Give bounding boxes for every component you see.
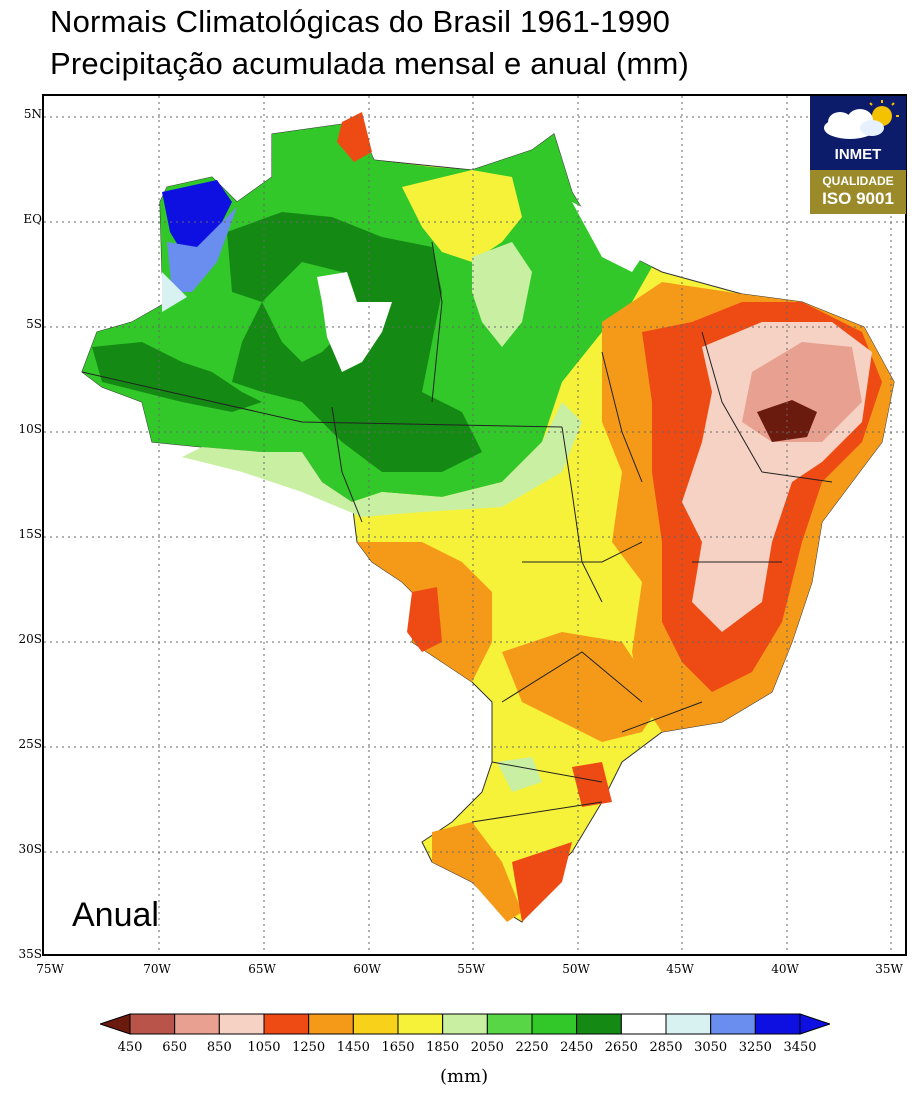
colorbar-swatch-below xyxy=(100,1013,131,1035)
colorbar-tick-label: 3050 xyxy=(694,1040,728,1055)
colorbar-swatch xyxy=(308,1013,354,1035)
lon-label-75w: 75W xyxy=(36,962,64,976)
northwest-lightblue xyxy=(167,207,237,292)
logo-qualidade: QUALIDADE xyxy=(822,174,894,188)
colorbar-tick-label: 1650 xyxy=(381,1040,415,1055)
northwest-pale xyxy=(162,272,187,312)
colorbar-swatch xyxy=(665,1013,712,1035)
colorbar-swatch xyxy=(397,1013,444,1035)
colorbar-tick-label: 2450 xyxy=(560,1040,594,1055)
colorbar-tick-label: 2850 xyxy=(649,1040,683,1055)
south-lightgreen xyxy=(497,757,542,792)
colorbar-swatch xyxy=(263,1013,310,1035)
colorbar-swatch xyxy=(620,1013,667,1035)
colorbar-swatch xyxy=(129,1013,176,1035)
light-green-band xyxy=(182,402,582,517)
colorbar-swatch xyxy=(754,1013,801,1035)
period-label: Anual xyxy=(72,896,159,934)
colorbar-tick-label: 1250 xyxy=(292,1040,326,1055)
colorbar-tick-label: 3250 xyxy=(738,1040,772,1055)
colorbar-tick-label: 2250 xyxy=(515,1040,549,1055)
lat-label-10s: 10S xyxy=(18,422,43,436)
lon-label-60w: 60W xyxy=(353,962,381,976)
logo-top-panel xyxy=(810,96,906,170)
precipitation-map xyxy=(44,96,905,954)
central-west-red xyxy=(407,587,442,652)
colorbar-tick-label: 1850 xyxy=(426,1040,460,1055)
lat-label-5n: 5N xyxy=(23,107,42,121)
colorbar-swatch-above xyxy=(799,1013,830,1035)
cloud-sun-icon xyxy=(824,100,899,139)
lon-label-70w: 70W xyxy=(143,962,171,976)
colorbar-tick-label: 450 xyxy=(117,1040,143,1055)
colorbar-swatch xyxy=(174,1013,220,1035)
map-title-line2: Precipitação acumulada mensal e anual (m… xyxy=(50,46,690,81)
colorbar: 450 650 850 1050 1250 1450 1650 1850 2050 2250 245… xyxy=(100,1010,830,1055)
colorbar-tick-label: 1050 xyxy=(247,1040,281,1055)
colorbar-swatch xyxy=(710,1013,756,1035)
white-high-core xyxy=(317,272,392,372)
lat-label-25s: 25S xyxy=(18,737,43,751)
north-yellow-zone xyxy=(402,170,522,262)
lat-label-5s: 5S xyxy=(26,317,42,331)
colorbar-unit: (mm) xyxy=(440,1066,489,1087)
colorbar-swatch xyxy=(442,1013,488,1035)
lon-label-50w: 50W xyxy=(562,962,590,976)
lat-label-20s: 20S xyxy=(18,632,43,646)
colorbar-swatch xyxy=(576,1013,622,1035)
lon-label-40w: 40W xyxy=(771,962,799,976)
lat-label-eq: EQ xyxy=(23,212,42,226)
lat-label-30s: 30S xyxy=(18,842,43,856)
lat-label-35s: 35S xyxy=(18,947,43,961)
logo-name: INMET xyxy=(834,146,882,163)
southeast-coast-orange xyxy=(512,842,572,922)
logo-iso: ISO 9001 xyxy=(822,189,894,208)
colorbar-tick-label: 650 xyxy=(162,1040,188,1055)
colorbar-tick-label: 850 xyxy=(206,1040,232,1055)
map-title-line1: Normais Climatológicas do Brasil 1961-19… xyxy=(50,4,671,39)
amapa-white xyxy=(572,202,652,272)
colorbar-swatch xyxy=(531,1013,578,1035)
state-borders xyxy=(81,241,833,823)
lon-label-55w: 55W xyxy=(457,962,485,976)
southeast-orange xyxy=(502,632,662,742)
colorbar-swatches xyxy=(100,1013,830,1035)
colorbar-tick-label: 2050 xyxy=(470,1040,504,1055)
north-lightgreen-zone xyxy=(472,242,532,347)
colorbar-tick-label: 3450 xyxy=(783,1040,817,1055)
logo-bottom-panel xyxy=(810,170,906,214)
lon-label-35w: 35W xyxy=(875,962,903,976)
south-orange xyxy=(432,822,522,922)
lon-label-45w: 45W xyxy=(666,962,694,976)
colorbar-swatch xyxy=(486,1013,533,1035)
dark-green-southwest xyxy=(92,342,262,412)
lat-label-15s: 15S xyxy=(18,527,43,541)
colorbar-tick-label: 1450 xyxy=(336,1040,370,1055)
lon-label-65w: 65W xyxy=(248,962,276,976)
map-frame: Anual xyxy=(42,94,907,956)
colorbar-tick-label: 2650 xyxy=(604,1040,638,1055)
roraima-red xyxy=(337,112,372,162)
colorbar-swatch xyxy=(218,1013,265,1035)
map-grid xyxy=(44,96,905,954)
south-orange-patch xyxy=(572,762,612,807)
inmet-logo: INMET QUALIDADE ISO 9001 xyxy=(810,96,906,214)
colorbar-swatch xyxy=(352,1013,399,1035)
